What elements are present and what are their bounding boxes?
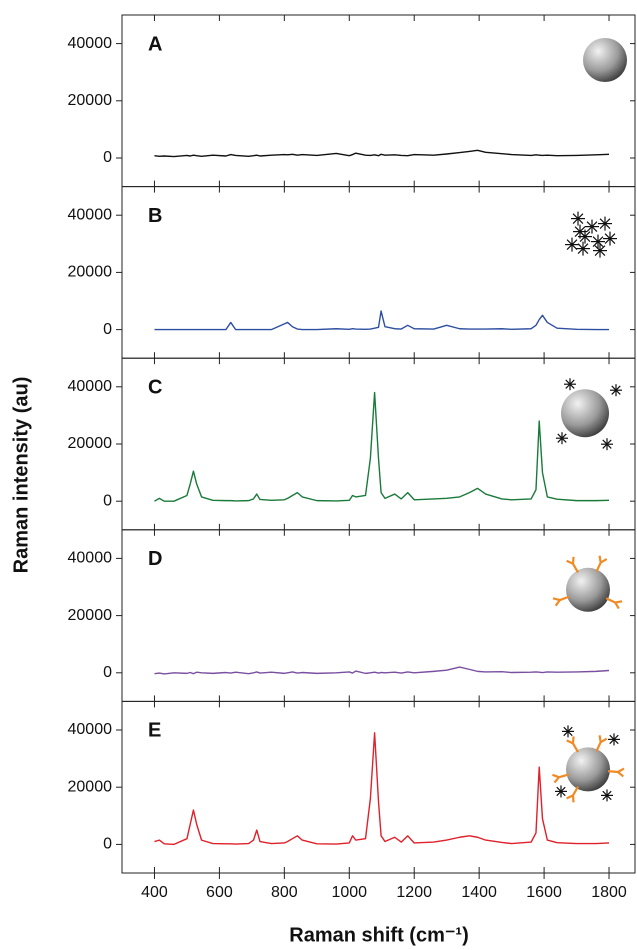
y-tick-label: 20000 xyxy=(68,778,113,795)
spectrum-line xyxy=(154,666,610,675)
y-axis-label: Raman intensity (au) xyxy=(10,377,32,574)
molecule-icon xyxy=(602,790,612,801)
molecule-icon xyxy=(611,385,621,395)
panel-label: B xyxy=(148,205,162,227)
y-tick-label: 40000 xyxy=(68,206,113,223)
spectrum-line xyxy=(154,149,610,158)
spectrum-line xyxy=(154,732,610,846)
molecule-icon xyxy=(577,243,589,254)
antibody-icon xyxy=(566,556,579,574)
particle-icon xyxy=(561,389,609,438)
panel-icon xyxy=(556,378,622,451)
panel-icon xyxy=(583,38,627,82)
spectrum-line xyxy=(154,391,610,502)
molecule-icon xyxy=(579,231,591,242)
molecule-icon xyxy=(566,239,578,250)
panel-label: C xyxy=(148,376,162,398)
panel-icon xyxy=(565,211,617,258)
molecule-icon xyxy=(557,433,567,443)
panel-icon xyxy=(552,725,625,803)
panel: 0 20000 40000 400 600 800 1000 1200 1400 1600 1800… xyxy=(68,700,636,901)
x-tick-label: 800 xyxy=(271,884,298,901)
y-tick-label: 20000 xyxy=(68,92,113,109)
x-tick-label: 600 xyxy=(206,884,233,901)
panel-icon xyxy=(552,555,623,612)
spectrum-line xyxy=(154,310,610,331)
molecule-icon xyxy=(592,236,604,247)
antibody-icon xyxy=(566,736,579,753)
y-tick-label: 20000 xyxy=(68,607,113,624)
molecule-icon xyxy=(563,726,573,737)
molecule-icon xyxy=(572,213,584,224)
y-tick-label: 40000 xyxy=(68,721,113,738)
molecule-icon xyxy=(602,439,612,449)
y-tick-label: 0 xyxy=(103,492,112,509)
x-tick-label: 400 xyxy=(141,884,168,901)
antibody-icon xyxy=(566,786,579,803)
antibody-icon xyxy=(595,555,608,573)
x-tick-label: 1400 xyxy=(461,884,497,901)
particle-icon xyxy=(583,38,627,82)
antibody-icon xyxy=(595,735,608,752)
antibody-icon xyxy=(552,595,570,607)
y-tick-label: 0 xyxy=(103,664,112,681)
antibody-icon xyxy=(607,767,625,778)
panel-frame xyxy=(121,529,636,702)
molecule-icon xyxy=(604,233,616,244)
panel: 0 20000 40000 D xyxy=(68,529,636,702)
antibody-icon xyxy=(552,773,569,784)
x-tick-label: 1600 xyxy=(526,884,562,901)
molecule-icon xyxy=(609,734,619,745)
molecule-icon xyxy=(586,221,598,232)
antibody-icon xyxy=(605,597,623,610)
y-tick-label: 40000 xyxy=(68,35,113,52)
y-tick-label: 20000 xyxy=(68,435,113,452)
panel: 0 20000 40000 C xyxy=(68,357,636,531)
x-tick-label: 1800 xyxy=(591,884,627,901)
x-tick-label: 1200 xyxy=(396,884,432,901)
panel: 0 20000 40000 A xyxy=(68,14,636,188)
panel-label: D xyxy=(148,548,162,570)
molecule-icon xyxy=(599,218,611,229)
panel-label: A xyxy=(148,33,162,55)
molecule-icon xyxy=(594,245,606,256)
y-tick-label: 20000 xyxy=(68,264,113,281)
molecule-icon xyxy=(565,379,575,389)
x-tick-label: 1000 xyxy=(331,884,367,901)
panel-frame xyxy=(121,186,636,359)
y-tick-label: 0 xyxy=(103,149,112,166)
y-tick-label: 40000 xyxy=(68,378,113,395)
panel-frame xyxy=(121,357,636,531)
particle-icon xyxy=(566,747,610,792)
y-tick-label: 40000 xyxy=(68,550,113,567)
panel-frame xyxy=(121,14,636,188)
panel-label: E xyxy=(148,720,161,742)
molecule-icon xyxy=(574,226,586,237)
panel: 0 20000 40000 B xyxy=(68,186,636,359)
y-tick-label: 0 xyxy=(103,321,112,338)
y-tick-label: 0 xyxy=(103,836,112,853)
particle-icon xyxy=(566,567,610,612)
panel-frame xyxy=(121,700,636,874)
molecule-icon xyxy=(556,786,566,797)
x-axis-label: Raman shift (cm⁻¹) xyxy=(289,924,468,946)
